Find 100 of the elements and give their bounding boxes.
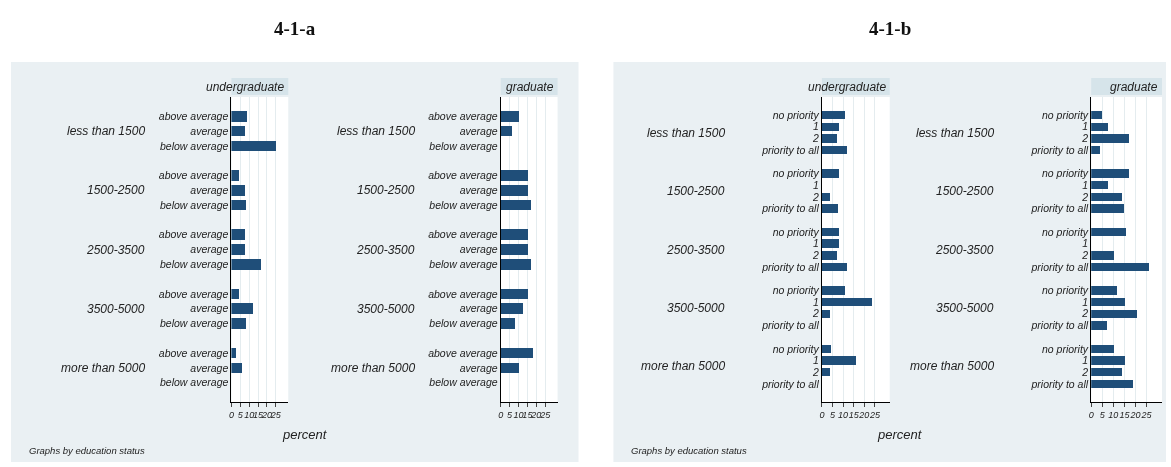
bar — [821, 111, 845, 119]
bar — [1091, 169, 1130, 178]
chart-subtitle: graduate — [506, 80, 554, 94]
y-tick-label: below average — [160, 198, 229, 211]
bar — [231, 244, 246, 255]
y-tick-label: 1 — [812, 178, 819, 191]
bar — [1091, 356, 1126, 365]
bar — [821, 123, 839, 131]
x-tick-label: 15 — [1119, 409, 1131, 420]
bar — [1091, 345, 1115, 353]
y-tick-label: 2 — [811, 132, 819, 145]
y-tick-label: no priority — [1042, 342, 1089, 355]
bar — [821, 251, 837, 260]
text: Graphs by education status — [29, 445, 145, 456]
bar — [821, 345, 831, 353]
x-tick-label: 5 — [237, 409, 244, 420]
bar — [821, 310, 830, 318]
bar — [500, 303, 523, 314]
text: less than 1500 — [67, 124, 146, 138]
chart-title: 4-1-b — [869, 18, 912, 39]
text: more than 5000 — [641, 359, 726, 373]
y-tick-label: 2 — [1081, 249, 1089, 262]
bar — [500, 111, 519, 122]
bar — [231, 111, 248, 122]
y-tick-label: no priority — [1042, 108, 1089, 121]
bar — [231, 259, 262, 270]
y-tick-label: average — [190, 361, 229, 374]
text: 3500-5000 — [87, 302, 145, 316]
bar — [500, 318, 515, 329]
text: more than 5000 — [331, 361, 416, 375]
y-tick-label: average — [190, 302, 229, 315]
x-tick-label: 25 — [868, 409, 881, 420]
y-tick-label: below average — [429, 376, 498, 389]
bar — [231, 185, 246, 196]
bar — [1091, 228, 1127, 236]
y-tick-label: below average — [429, 257, 498, 270]
y-tick-label: 2 — [1081, 307, 1089, 320]
y-tick-label: priority to all — [1030, 377, 1089, 390]
y-tick-label: average — [190, 124, 229, 137]
text: 2500-3500 — [935, 243, 994, 257]
bar — [1091, 111, 1103, 119]
bar — [821, 298, 872, 306]
y-tick-label: above average — [428, 228, 498, 241]
bar — [231, 303, 254, 314]
y-tick-label: below average — [429, 317, 498, 330]
bar — [500, 200, 531, 210]
x-axis-title: percent — [877, 427, 923, 442]
bar — [500, 259, 531, 270]
bar — [500, 244, 528, 255]
bar — [1091, 181, 1109, 189]
x-tick-label: 20 — [858, 409, 870, 420]
y-tick-label: 2 — [1081, 132, 1089, 145]
bar — [821, 146, 847, 154]
y-tick-label: priority to all — [1030, 143, 1089, 156]
y-tick-label: average — [459, 302, 498, 315]
x-tick-label: 5 — [1099, 409, 1106, 420]
y-tick-label: above average — [158, 169, 229, 182]
bar — [821, 368, 830, 376]
text: 3500-5000 — [667, 301, 725, 315]
x-tick-label: 0 — [498, 409, 504, 420]
text: 2500-3500 — [356, 243, 415, 257]
text: 2500-3500 — [86, 243, 145, 257]
y-tick-label: no priority — [772, 342, 820, 355]
bar — [1091, 286, 1118, 295]
y-tick-label: above average — [158, 287, 229, 300]
x-tick-label: 25 — [539, 409, 552, 420]
y-tick-label: priority to all — [761, 319, 820, 332]
y-tick-label: above average — [158, 346, 229, 359]
bar — [1091, 123, 1109, 131]
y-tick-label: 2 — [811, 307, 819, 320]
text: less than 1500 — [916, 126, 995, 140]
x-tick-label: 0 — [1088, 409, 1094, 420]
bar — [500, 126, 512, 136]
bar — [1091, 204, 1125, 213]
bar — [821, 356, 856, 365]
text: more than 5000 — [910, 359, 995, 373]
y-tick-label: priority to all — [761, 143, 820, 156]
y-tick-label: no priority — [772, 284, 820, 297]
chart-title: 4-1-a — [274, 18, 316, 39]
text: 3500-5000 — [357, 302, 415, 316]
y-tick-label: below average — [160, 139, 229, 152]
bar — [231, 363, 243, 373]
y-tick-label: 2 — [1081, 365, 1089, 378]
bar — [821, 239, 839, 248]
bar — [231, 229, 246, 240]
bar — [1091, 193, 1123, 201]
bar — [500, 170, 528, 181]
text: 1500-2500 — [936, 184, 994, 198]
bar — [1091, 134, 1130, 143]
y-tick-label: no priority — [1042, 284, 1089, 297]
y-tick-label: priority to all — [1030, 319, 1089, 332]
x-tick-label: 10 — [513, 409, 524, 420]
x-tick-label: 10 — [1108, 409, 1119, 420]
y-tick-label: below average — [160, 317, 229, 330]
bar — [821, 204, 838, 213]
text: 1500-2500 — [357, 183, 415, 197]
text: Graphs by education status — [631, 445, 747, 456]
y-tick-label: average — [459, 183, 498, 196]
bar — [231, 318, 247, 329]
x-tick-label: 25 — [1140, 409, 1153, 420]
